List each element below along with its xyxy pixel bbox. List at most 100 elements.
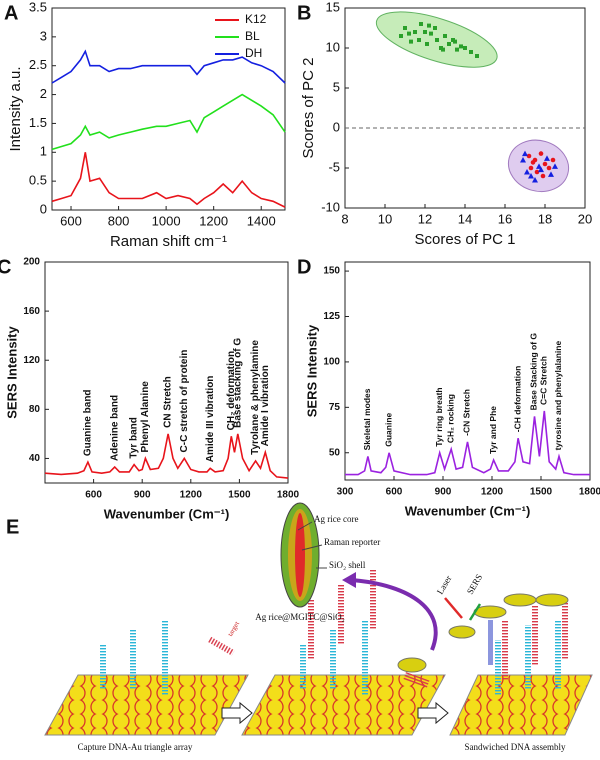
capture-caption: Capture DNA-Au triangle array [78, 742, 193, 752]
chart-panel: A 600 800 1000 1200 1400 0 0.5 1 1.5 2 2.5 3 3.5 Raman… [4, 0, 286, 250]
peak-annotation: Phenyl Alanine [140, 381, 151, 453]
y-tick-label: 0 [333, 119, 340, 134]
x-axis-label: Raman shift cm⁻¹ [110, 233, 227, 250]
x-axis-label: Scores of PC 1 [415, 231, 516, 248]
y-tick-label: 40 [29, 453, 41, 464]
y-tick-label: 15 [326, 0, 340, 14]
point [538, 166, 544, 173]
spectrum-line [51, 152, 286, 208]
target-label: target [226, 620, 241, 638]
gold-array [449, 674, 593, 736]
peak-annotation: -CN Stretch [462, 389, 472, 436]
arrow-head [342, 572, 356, 588]
y-tick-label: 125 [323, 311, 340, 322]
x-tick-label: 1200 [481, 487, 504, 498]
y-tick-label: 3.5 [29, 0, 47, 14]
point [520, 157, 526, 163]
reporter-label: Raman reporter [324, 537, 380, 547]
point [522, 150, 528, 157]
y-tick-label: 80 [29, 404, 41, 415]
point [409, 39, 413, 44]
peak-annotation: -CH deformation [512, 366, 522, 433]
y-tick-label: 2 [40, 86, 47, 101]
y-tick-label: 150 [323, 266, 340, 277]
leader-line [297, 521, 313, 531]
point [544, 155, 550, 161]
plot-frame [44, 261, 289, 484]
sers-label: SERS [465, 572, 484, 596]
point [423, 30, 427, 34]
peak-annotation: Base Stacking of G [529, 333, 539, 411]
plot-frame [344, 261, 591, 481]
x-tick-label: 1500 [228, 490, 251, 501]
y-tick-label: -10 [321, 199, 340, 214]
point [532, 177, 538, 183]
y-tick-label: 100 [323, 357, 340, 368]
x-tick-label: 1200 [180, 490, 203, 501]
y-tick-label: 1 [40, 144, 47, 159]
panel-e: E Ag rice core Raman reporter SiO₂ shell… [6, 502, 593, 752]
panel-letter: E [6, 516, 19, 538]
peak-annotation: tyrosine and phenylalanine [553, 341, 563, 451]
point [463, 46, 467, 50]
peak-annotation: CN Stretch [163, 376, 174, 428]
point [526, 153, 532, 159]
nanoparticles [280, 502, 569, 689]
peak-annotation: C=C Stretch [539, 356, 549, 405]
panel-letter: D [297, 256, 311, 278]
panel-letter: B [297, 2, 311, 24]
peak-annotation: Skeletal modes [362, 388, 372, 450]
y-tick-label: 120 [23, 355, 40, 366]
x-tick-label: 1400 [247, 213, 276, 228]
point [403, 26, 407, 30]
curved-arrow [351, 578, 438, 651]
x-tick-label: 600 [60, 213, 82, 228]
point [552, 163, 558, 169]
peak-annotation: Amide I vibration [260, 365, 271, 446]
plot-frame [51, 7, 286, 211]
spectrum-line [51, 93, 286, 151]
y-tick-label: 50 [329, 447, 341, 458]
spectrum-line [345, 410, 590, 476]
point [538, 151, 544, 156]
point [413, 30, 417, 34]
point [429, 31, 433, 36]
x-tick-label: 1500 [530, 487, 553, 498]
peak-annotation: Guanine band [83, 389, 94, 456]
spectrum-line [44, 433, 289, 479]
x-tick-label: 20 [578, 211, 592, 226]
y-axis-label: Intensity a.u. [7, 66, 24, 151]
x-tick-label: 1800 [579, 487, 600, 498]
panel-letter: C [0, 256, 11, 278]
point [530, 160, 536, 165]
peak-annotation: Tyr and Phe [488, 406, 498, 454]
point [417, 38, 421, 42]
peak-annotation: CH₂ rocking [445, 394, 455, 443]
x-axis-label: Wavenumber (Cm⁻¹) [405, 503, 531, 518]
peak-annotation: C-C stretch of protein [179, 350, 190, 453]
y-axis-label: Scores of PC 2 [300, 58, 317, 159]
laser-label: Laser [435, 574, 454, 596]
point [546, 165, 552, 171]
x-tick-label: 14 [458, 211, 472, 226]
point [534, 169, 540, 175]
point [441, 47, 445, 52]
gold-array [241, 674, 446, 736]
x-tick-label: 800 [108, 213, 130, 228]
x-tick-label: 600 [386, 487, 403, 498]
point [433, 26, 437, 30]
peak-annotation: Guanine [383, 412, 393, 446]
sers-beam [468, 603, 482, 621]
point [407, 31, 411, 36]
point [425, 42, 429, 46]
y-tick-label: 160 [23, 306, 40, 317]
x-axis-label: Wavenumber (Cm⁻¹) [104, 506, 230, 521]
x-tick-label: 900 [134, 490, 151, 501]
legend-label: K12 [245, 12, 267, 26]
leader-line [301, 544, 323, 551]
sandwich-caption: Sandwiched DNA assembly [465, 742, 566, 752]
step-arrow [221, 701, 253, 725]
x-tick-label: 900 [435, 487, 452, 498]
legend-label: BL [245, 29, 260, 43]
peak-annotation: Adenine band [109, 395, 120, 461]
